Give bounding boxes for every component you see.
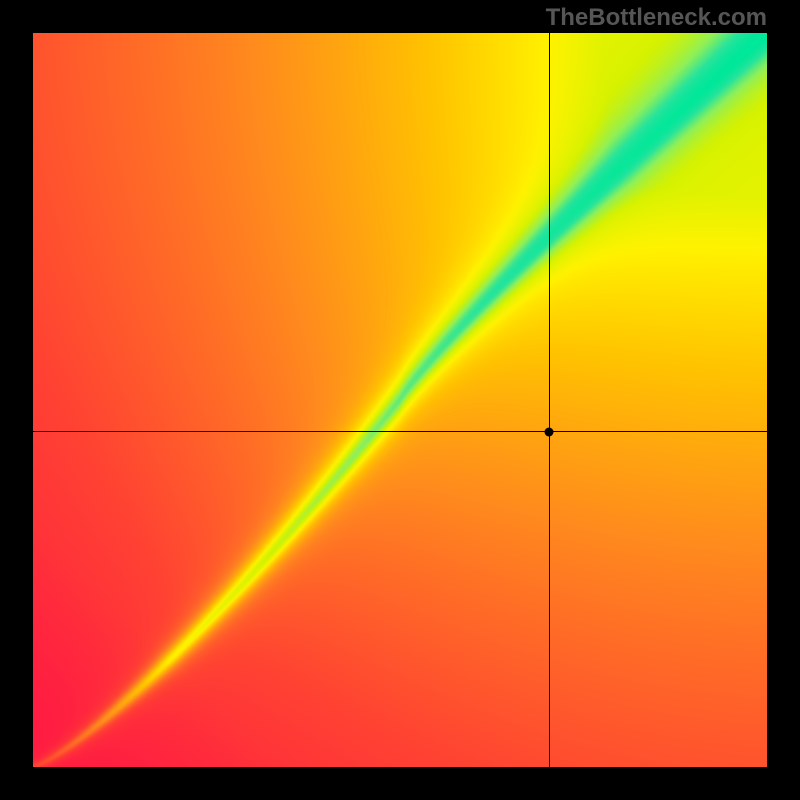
frame-right <box>767 0 800 800</box>
crosshair-horizontal <box>33 431 767 432</box>
bottleneck-heatmap <box>33 33 767 767</box>
crosshair-vertical <box>549 33 550 767</box>
watermark-text: TheBottleneck.com <box>546 4 767 32</box>
frame-bottom <box>0 767 800 800</box>
frame-left <box>0 0 33 800</box>
crosshair-marker <box>545 427 554 436</box>
